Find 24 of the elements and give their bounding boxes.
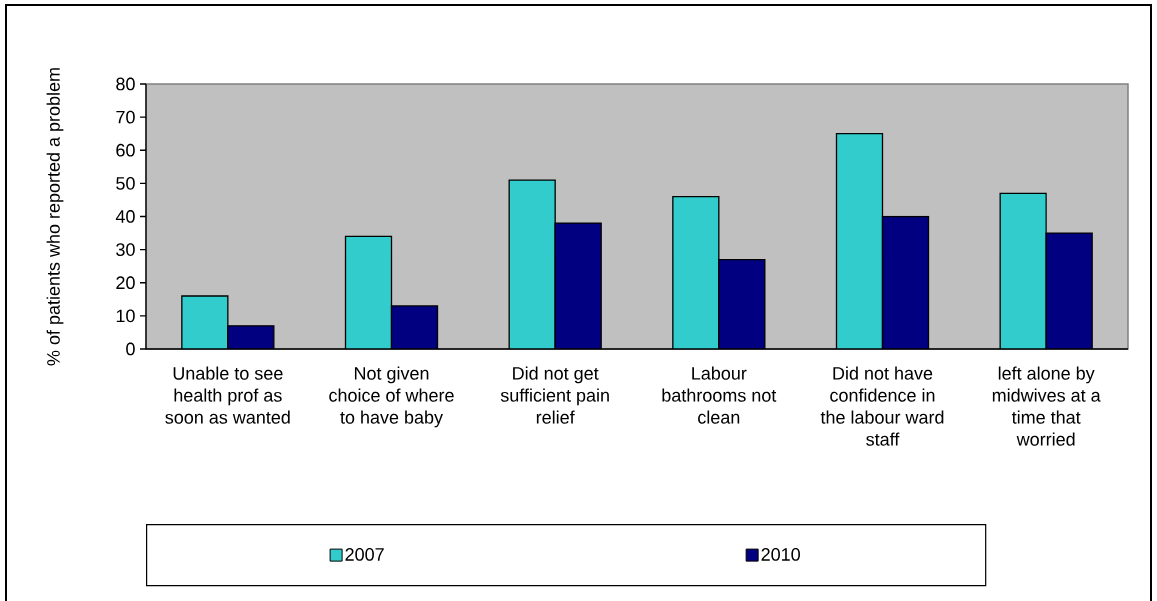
y-axis-title: % of patients who reported a problem bbox=[46, 68, 64, 366]
bar bbox=[509, 180, 556, 349]
x-tick-label: Did not get sufficient pain relief bbox=[500, 366, 609, 424]
bar bbox=[672, 196, 719, 349]
y-tick-label: 60 bbox=[116, 143, 135, 157]
y-tick-label: 70 bbox=[116, 110, 135, 124]
y-tick-label: 80 bbox=[116, 77, 135, 91]
y-tick-label: 30 bbox=[116, 243, 135, 256]
x-tick-label: Did not have confidence in the labour ward staff bbox=[820, 366, 944, 446]
legend-label: 2007 bbox=[345, 548, 384, 561]
bar bbox=[999, 192, 1047, 349]
x-tick-label: Unable to see health prof as soon as wanted bbox=[165, 366, 290, 424]
x-tick-label: Labour bathrooms not clean bbox=[662, 366, 777, 424]
bar bbox=[345, 236, 392, 349]
x-tick-label: left alone by midwives at a time that worried bbox=[992, 366, 1101, 446]
y-tick-label: 40 bbox=[115, 210, 135, 223]
y-tick-label: 20 bbox=[116, 276, 135, 290]
y-tick-label: 0 bbox=[126, 342, 135, 356]
legend-label: 2010 bbox=[761, 548, 800, 561]
y-tick-label: 10 bbox=[116, 309, 135, 323]
bar bbox=[836, 133, 883, 349]
bar bbox=[181, 295, 228, 349]
x-tick-label: Not given choice of where to have baby bbox=[329, 366, 454, 428]
y-tick-label: 50 bbox=[116, 176, 135, 190]
